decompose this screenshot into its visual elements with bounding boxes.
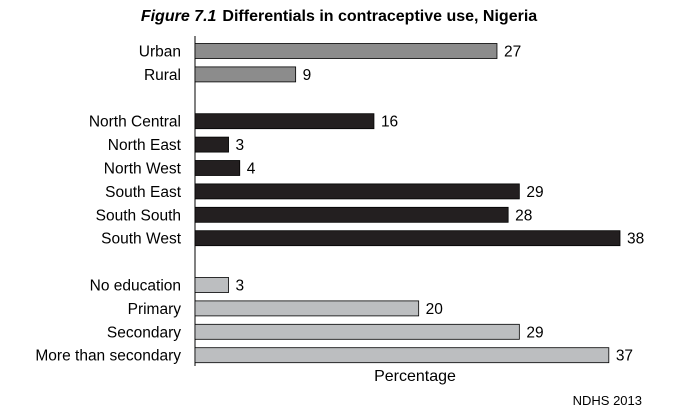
value-label-more-than-secondary: 37 — [616, 348, 633, 365]
bar-no-education — [194, 277, 229, 293]
x-axis-label: Percentage — [374, 368, 456, 385]
bar-secondary — [194, 323, 520, 340]
value-label-primary: 20 — [426, 301, 444, 318]
bar-north-central — [194, 113, 375, 130]
value-label-north-east: 3 — [236, 137, 245, 154]
title-text: Differentials in contraceptive use, Nige… — [222, 8, 538, 25]
category-label-north-west: North West — [104, 161, 182, 178]
value-label-secondary: 29 — [526, 324, 543, 341]
bar-south-south — [194, 206, 509, 223]
value-label-no-education: 3 — [236, 278, 245, 295]
bar-south-east — [194, 183, 520, 200]
bar-north-west — [194, 160, 241, 176]
category-label-south-south: South South — [96, 207, 181, 224]
category-label-more-than-secondary: More than secondary — [35, 348, 181, 365]
value-label-south-west: 38 — [627, 231, 644, 248]
category-label-no-education: No education — [90, 278, 181, 295]
category-label-south-east: South East — [105, 184, 182, 201]
bar-urban — [194, 43, 498, 59]
value-label-rural: 9 — [303, 67, 312, 84]
value-label-north-central: 16 — [381, 114, 398, 131]
category-label-urban: Urban — [139, 44, 181, 61]
figure-label: Figure 7.1 — [140, 8, 217, 25]
category-label-north-central: North Central — [89, 114, 181, 131]
category-label-rural: Rural — [144, 67, 181, 84]
category-label-primary: Primary — [128, 301, 182, 318]
chart-title: Figure 7.1 Differentials in contraceptive… — [0, 8, 678, 26]
value-label-south-east: 29 — [526, 184, 543, 201]
value-label-north-west: 4 — [247, 161, 256, 178]
category-label-north-east: North East — [108, 137, 182, 154]
bar-north-east — [194, 136, 229, 153]
bar-primary — [194, 300, 420, 317]
source-note: NDHS 2013 — [572, 393, 642, 408]
value-label-urban: 27 — [504, 44, 521, 61]
category-label-secondary: Secondary — [107, 324, 181, 341]
bar-rural — [194, 66, 297, 83]
value-label-south-south: 28 — [515, 207, 532, 224]
bar-more-than-secondary — [194, 347, 610, 364]
category-label-south-west: South West — [101, 231, 182, 248]
bars-layer: Urban 27 Rural 9 North Central 16 North East 3 N… — [35, 43, 644, 365]
bar-south-west — [194, 230, 621, 247]
